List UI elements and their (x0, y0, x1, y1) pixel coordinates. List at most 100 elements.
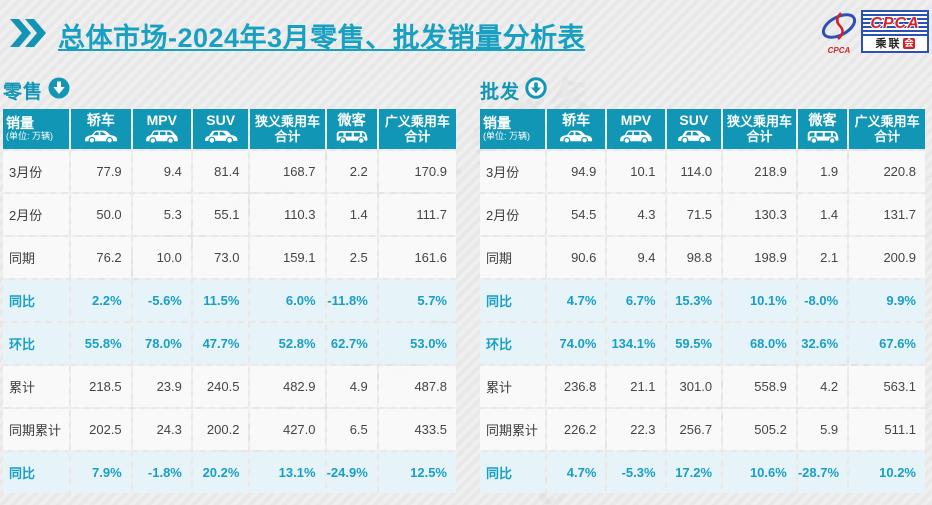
cell-value: 20.2% (192, 452, 249, 493)
cell-value: 21.1 (607, 366, 665, 407)
cell-value: 1.4 (797, 194, 848, 235)
cell-value: 67.6% (849, 323, 925, 364)
row-label: 同期累计 (3, 409, 70, 450)
section-title: 零售 (3, 81, 44, 103)
cell-value: 256.7 (666, 409, 722, 450)
cell-value: -5.3% (607, 452, 665, 493)
table-header-row: 销量 (单位: 万辆) 轿车 MPV SUV 狭义乘用车 合计 微客 广义乘用车 合计 (480, 109, 925, 149)
cell-value: 62.7% (326, 323, 377, 364)
down-arrow-circle-icon (525, 76, 547, 104)
retail-table-block: 零售 销量 (单位: 万辆) 轿车 MPV SUV 狭义乘用车 合计 微客 广义乘用车 合计 3月份… (1, 76, 458, 495)
table-row: 同比 4.7% -5.3% 17.2% 10.6% -28.7% 10.2% (480, 452, 925, 493)
cell-value: 10.6% (723, 452, 796, 493)
row-label: 环比 (480, 323, 545, 364)
cell-value: -5.6% (132, 280, 191, 321)
row-label: 3月份 (480, 151, 545, 192)
table-row: 2月份 54.5 4.3 71.5 130.3 1.4 131.7 (480, 194, 925, 235)
column-header-microvan: 微客 (797, 109, 848, 149)
row-label: 同比 (480, 280, 545, 321)
microvan-icon (798, 129, 847, 145)
cell-value: 10.2% (849, 452, 925, 493)
cell-value: 5.7% (378, 280, 456, 321)
retail-section-head: 零售 (3, 76, 458, 104)
table-row: 累计 236.8 21.1 301.0 558.9 4.2 563.1 (480, 366, 925, 407)
cell-value: 22.3 (607, 409, 665, 450)
cpca-logo-mark-icon: CPCA (821, 12, 857, 55)
cell-value: 226.2 (546, 409, 606, 450)
wholesale-table: 销量 (单位: 万辆) 轿车 MPV SUV 狭义乘用车 合计 微客 广义乘用车 合计 3月份 94.… (478, 107, 927, 495)
cell-value: 47.7% (192, 323, 249, 364)
table-row: 同比 2.2% -5.6% 11.5% 6.0% -11.8% 5.7% (3, 280, 456, 321)
cell-value: 218.9 (723, 151, 796, 192)
cell-value: 511.1 (849, 409, 925, 450)
cell-value: 427.0 (250, 409, 325, 450)
cell-value: 114.0 (666, 151, 722, 192)
table-row: 同期 90.6 9.4 98.8 198.9 2.1 200.9 (480, 237, 925, 278)
cell-value: 4.3 (607, 194, 665, 235)
row-label: 同比 (3, 452, 70, 493)
cell-value: 168.7 (250, 151, 325, 192)
row-label: 同期累计 (480, 409, 545, 450)
column-header-sales: 销量 (单位: 万辆) (480, 109, 545, 149)
cpca-logo-cn-left: 乘联 (875, 38, 902, 50)
cell-value: 218.5 (71, 366, 131, 407)
cell-value: 4.7% (546, 280, 606, 321)
cell-value: 4.7% (546, 452, 606, 493)
cell-value: 10.0 (132, 237, 191, 278)
column-header-microvan: 微客 (326, 109, 377, 149)
cell-value: 505.2 (723, 409, 796, 450)
table-header-row: 销量 (单位: 万辆) 轿车 MPV SUV 狭义乘用车 合计 微客 广义乘用车 合计 (3, 109, 456, 149)
row-label: 同比 (480, 452, 545, 493)
cpca-logo: CPCA CPCA 乘联 会 (819, 5, 929, 57)
table-row: 同期累计 202.5 24.3 200.2 427.0 6.5 433.5 (3, 409, 456, 450)
cell-value: 55.8% (71, 323, 131, 364)
row-label: 2月份 (480, 194, 545, 235)
row-label: 同期 (3, 237, 70, 278)
row-label: 累计 (3, 366, 70, 407)
cell-value: 32.6% (797, 323, 848, 364)
cell-value: 50.0 (71, 194, 131, 235)
cell-value: 10.1% (723, 280, 796, 321)
section-title: 批发 (480, 81, 521, 103)
cell-value: 6.0% (250, 280, 325, 321)
column-header-mpv: MPV (607, 109, 665, 149)
cell-value: 236.8 (546, 366, 606, 407)
cpca-logo-chinese: 乘联 会 (863, 35, 927, 51)
row-label: 同比 (3, 280, 70, 321)
cell-value: 159.1 (250, 237, 325, 278)
cell-value: -1.8% (132, 452, 191, 493)
column-header-total: 狭义乘用车 合计 (723, 109, 796, 149)
wholesale-section-head: 批发 (480, 76, 927, 104)
cpca-logo-box: CPCA 乘联 会 (861, 9, 929, 53)
cell-value: 73.0 (192, 237, 249, 278)
column-header-total: 狭义乘用车 合计 (250, 109, 325, 149)
cell-value: 7.9% (71, 452, 131, 493)
cell-value: 563.1 (849, 366, 925, 407)
cell-value: 23.9 (132, 366, 191, 407)
cell-value: 2.5 (326, 237, 377, 278)
column-header-total: 广义乘用车 合计 (849, 109, 925, 149)
cell-value: 202.5 (71, 409, 131, 450)
cell-value: 198.9 (723, 237, 796, 278)
cell-value: 76.2 (71, 237, 131, 278)
cell-value: 200.2 (192, 409, 249, 450)
cell-value: 98.8 (666, 237, 722, 278)
microvan-icon (327, 129, 377, 145)
cell-value: 9.4 (607, 237, 665, 278)
cell-value: 5.3 (132, 194, 191, 235)
retail-table: 销量 (单位: 万辆) 轿车 MPV SUV 狭义乘用车 合计 微客 广义乘用车 合计 3月份 77.… (1, 107, 458, 495)
cell-value: 1.9 (797, 151, 848, 192)
cell-value: 433.5 (378, 409, 456, 450)
column-header-suv: SUV (666, 109, 722, 149)
column-header-suv: SUV (192, 109, 249, 149)
cell-value: 6.7% (607, 280, 665, 321)
cell-value: 74.0% (546, 323, 606, 364)
table-row: 同比 7.9% -1.8% 20.2% 13.1% -24.9% 12.5% (3, 452, 456, 493)
table-row: 3月份 77.9 9.4 81.4 168.7 2.2 170.9 (3, 151, 456, 192)
cell-value: 487.8 (378, 366, 456, 407)
cell-value: 111.7 (378, 194, 456, 235)
title-bar: 总体市场-2024年3月零售、批发销量分析表 (10, 16, 585, 55)
column-header-mpv: MPV (132, 109, 191, 149)
cell-value: 52.8% (250, 323, 325, 364)
